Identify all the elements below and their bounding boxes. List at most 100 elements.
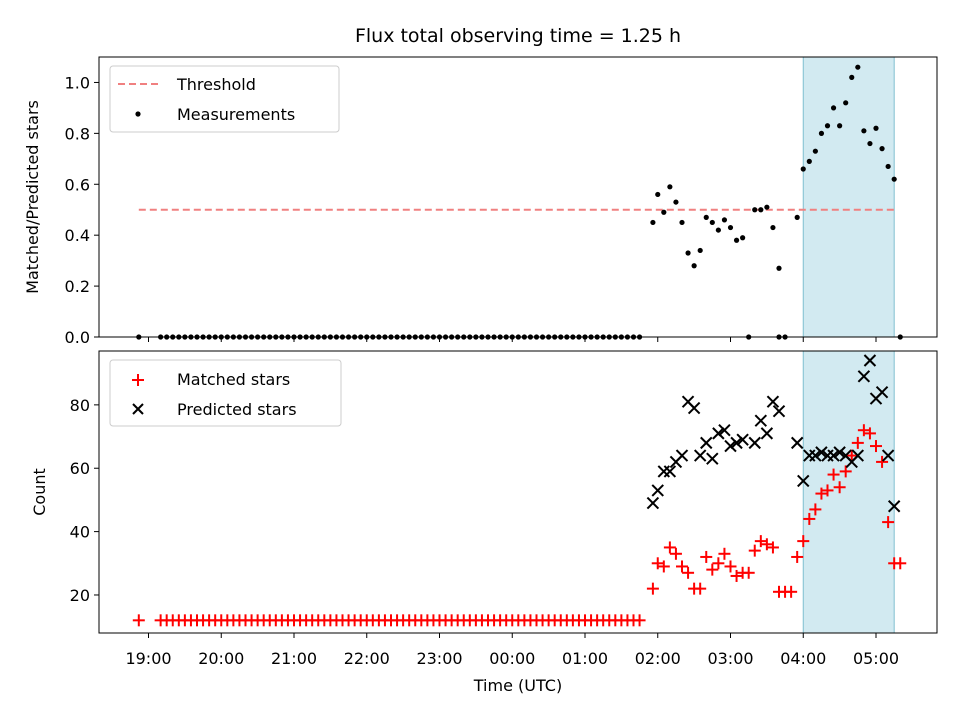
legend-measurements-label: Measurements	[177, 105, 295, 124]
predicted-star-marker	[809, 449, 822, 462]
predicted-star-marker	[827, 449, 840, 462]
measurement-point	[837, 123, 843, 129]
legend-threshold-label: Threshold	[176, 75, 256, 94]
legend-matched-label: Matched stars	[177, 370, 290, 389]
predicted-star-marker	[790, 436, 804, 450]
top-legend: Threshold Measurements	[109, 65, 340, 133]
x-tick-label: 21:00	[271, 649, 317, 668]
x-tick-label: 22:00	[344, 649, 390, 668]
predicted-star-marker	[748, 436, 761, 450]
matched-stars-markers	[132, 424, 907, 627]
predicted-star-marker	[706, 452, 719, 465]
bottom-highlight-rect	[802, 350, 895, 634]
matched-star-marker	[663, 541, 676, 554]
measurement-point	[800, 166, 806, 172]
measurement-point	[794, 214, 800, 220]
measurement-point	[733, 237, 740, 243]
predicted-star-marker	[863, 354, 877, 367]
predicted-stars-markers	[646, 354, 901, 513]
top-y-tick-label: 0.8	[65, 124, 90, 143]
matched-star-marker	[760, 538, 773, 551]
matched-star-marker	[870, 440, 882, 453]
measurement-point	[655, 191, 661, 198]
matched-star-marker	[730, 569, 743, 582]
measurement-point	[891, 176, 897, 182]
predicted-star-marker	[857, 370, 871, 383]
top-axes-frame	[98, 56, 938, 338]
predicted-star-marker	[730, 436, 743, 450]
matched-star-marker	[845, 449, 858, 462]
matched-star-marker	[839, 465, 852, 478]
legend-matched-swatch	[132, 374, 144, 386]
measurement-point	[824, 123, 831, 129]
matched-star-marker	[809, 503, 822, 516]
measurement-point	[740, 235, 746, 241]
matched-star-marker	[785, 585, 798, 598]
top-y-tick-label: 0.2	[65, 277, 90, 296]
matched-star-marker	[863, 427, 876, 440]
measurement-point	[764, 204, 770, 210]
matched-star-marker	[657, 560, 670, 573]
matched-star-marker	[718, 547, 731, 560]
measurement-point	[867, 140, 873, 147]
measurement-point	[849, 74, 855, 80]
top-highlight-rect	[802, 56, 895, 338]
legend-predicted-swatch	[132, 403, 144, 415]
legend-predicted-label: Predicted stars	[177, 400, 297, 419]
predicted-star-marker	[700, 436, 713, 450]
top-y-ticks: 0.0 0.2 0.4 0.6 0.8 1.0	[65, 73, 99, 347]
x-tick-label: 05:00	[853, 649, 899, 668]
x-tick-label: 02:00	[635, 649, 681, 668]
matched-star-marker	[766, 541, 779, 554]
x-tick-label: 23:00	[416, 649, 462, 668]
x-tick-label: 19:00	[125, 649, 171, 668]
predicted-star-marker	[797, 474, 810, 488]
predicted-star-marker	[712, 427, 725, 440]
measurement-point	[685, 250, 691, 256]
matched-star-marker	[669, 547, 682, 560]
bottom-y-tick-label: 80	[70, 396, 90, 415]
bottom-axes-frame	[98, 350, 938, 634]
measurement-point	[667, 184, 673, 190]
bottom-panel: 20 40 60 80 19:00 20:00 21:00 22:00 23:00 00:00 0…	[30, 350, 938, 695]
predicted-star-marker	[718, 424, 731, 437]
top-y-tick-label: 0.4	[65, 226, 90, 245]
measurement-point	[703, 214, 709, 220]
predicted-star-marker	[693, 449, 707, 462]
measurement-point	[727, 224, 734, 231]
top-legend-box	[109, 65, 340, 133]
x-axis-label: Time (UTC)	[473, 676, 562, 695]
matched-star-marker	[815, 487, 828, 500]
predicted-star-marker	[833, 446, 846, 459]
measurement-point	[770, 224, 776, 231]
measurement-point	[812, 148, 818, 154]
x-tick-label: 00:00	[489, 649, 535, 668]
predicted-star-marker	[875, 385, 889, 399]
measurement-point	[709, 219, 715, 226]
measurement-point	[679, 219, 685, 226]
predicted-star-marker	[657, 465, 671, 478]
matched-star-marker	[894, 557, 907, 570]
measurement-point	[691, 263, 697, 269]
measurement-point	[715, 227, 721, 233]
matched-star-marker	[700, 550, 713, 563]
measurement-point	[752, 207, 758, 213]
measurement-point	[673, 199, 679, 205]
chart-title: Flux total observing time = 1.25 h	[355, 25, 681, 47]
measurement-point	[661, 209, 667, 215]
measurement-point	[650, 219, 656, 226]
x-tick-label: 20:00	[198, 649, 244, 668]
matched-star-marker	[833, 481, 846, 494]
measurement-point	[721, 217, 728, 223]
predicted-star-marker	[675, 449, 689, 462]
predicted-star-marker	[887, 500, 901, 513]
matched-star-marker	[676, 560, 688, 573]
matched-star-marker	[712, 557, 725, 570]
matched-star-marker	[791, 550, 804, 563]
bottom-y-tick-label: 60	[70, 459, 90, 478]
matched-star-marker	[633, 614, 646, 627]
matched-star-marker	[132, 614, 145, 627]
predicted-star-marker	[760, 427, 774, 440]
matched-star-marker	[646, 582, 659, 595]
